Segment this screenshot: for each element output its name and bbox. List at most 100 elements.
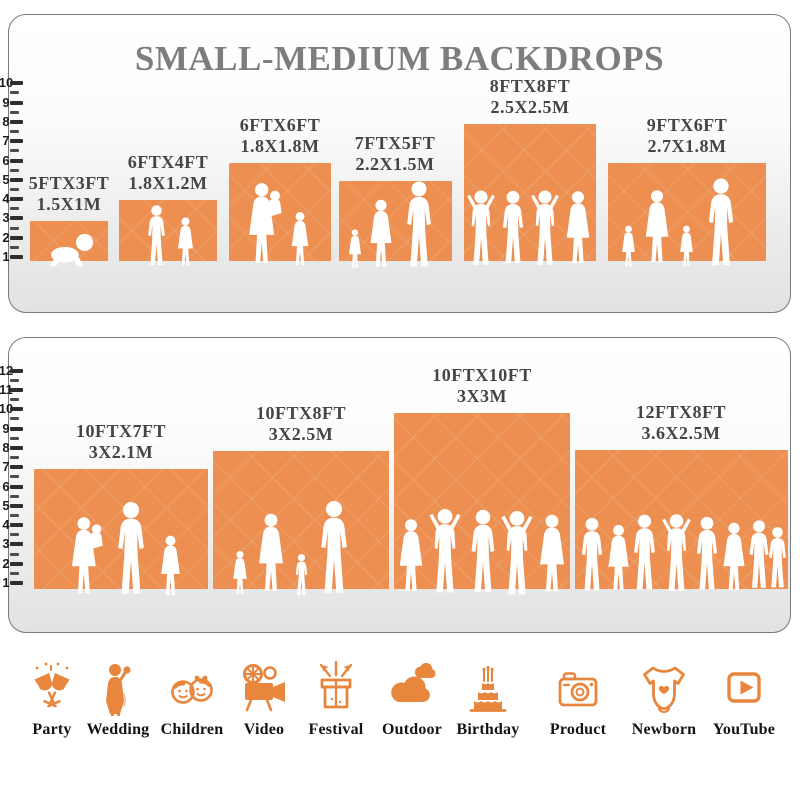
silhouette-man bbox=[634, 514, 655, 590]
category-label: Party bbox=[32, 721, 72, 738]
silhouette-woman bbox=[566, 191, 590, 264]
silhouette-man bbox=[749, 520, 769, 588]
silhouette-man-arms-up bbox=[467, 190, 495, 265]
ruler-major-tick bbox=[10, 81, 23, 86]
ruler-number: 10 bbox=[0, 401, 14, 417]
ruler-minor-tick bbox=[10, 436, 19, 440]
ruler-major-tick bbox=[10, 119, 23, 124]
ruler-major-tick bbox=[10, 235, 23, 240]
ruler-major-tick bbox=[10, 542, 23, 547]
ruler-number: 7 bbox=[2, 133, 10, 149]
ruler-number: 3 bbox=[2, 536, 10, 552]
ruler-number: 9 bbox=[2, 94, 10, 110]
category-label: Product bbox=[549, 721, 607, 738]
silhouette-man bbox=[696, 516, 718, 590]
size-ft: 10FTX8FT bbox=[255, 403, 346, 423]
silhouette-man-arms-up bbox=[429, 508, 461, 593]
ruler-minor-tick bbox=[10, 456, 19, 460]
size-ft: 12FTX8FT bbox=[635, 402, 726, 422]
silhouette-woman bbox=[540, 514, 564, 592]
ruler-number: 10 bbox=[0, 75, 14, 91]
ruler-major-tick bbox=[10, 523, 23, 528]
size-ft: 10FTX10FT bbox=[432, 365, 532, 385]
ruler-minor-tick bbox=[10, 110, 19, 114]
ruler-number: 2 bbox=[2, 555, 10, 571]
size-m: 2.2X1.5M bbox=[355, 154, 435, 174]
silhouette-group-family-four bbox=[233, 500, 347, 595]
video-camera-icon bbox=[243, 664, 285, 712]
ruler-number: 4 bbox=[2, 191, 10, 207]
ruler-number: 3 bbox=[2, 210, 10, 226]
panel-small-medium: SMALL-MEDIUM BACKDROPS 5FTX3FT 1.5X1M 6F… bbox=[0, 14, 791, 313]
ruler-number: 8 bbox=[2, 113, 10, 129]
ruler-minor-tick bbox=[10, 533, 19, 537]
category-label: Birthday bbox=[456, 721, 520, 738]
ruler-number: 1 bbox=[2, 575, 10, 590]
silhouette-mother-with-child bbox=[71, 517, 103, 594]
silhouette-woman bbox=[370, 199, 392, 267]
category-children: Children bbox=[154, 660, 230, 739]
ruler-minor-tick bbox=[10, 552, 19, 556]
silhouette-woman bbox=[645, 190, 669, 263]
gift-box-icon bbox=[319, 660, 353, 709]
silhouette-man bbox=[769, 527, 786, 588]
silhouette-man bbox=[321, 500, 347, 593]
ruler-number: 6 bbox=[2, 478, 10, 494]
ruler-major-tick bbox=[10, 445, 23, 450]
ruler-major-tick bbox=[10, 139, 23, 144]
silhouette-man-arms-up bbox=[501, 510, 533, 595]
size-ft: 10FTX7FT bbox=[75, 421, 166, 441]
size-m: 1.8X1.8M bbox=[240, 136, 320, 156]
category-newborn: Newborn bbox=[626, 660, 702, 739]
ruler-minor-tick bbox=[10, 398, 19, 402]
silhouette-group-crawling-baby bbox=[49, 233, 94, 267]
ruler-major-tick bbox=[10, 426, 23, 431]
category-label: Children bbox=[160, 721, 224, 738]
ruler-number: 8 bbox=[2, 439, 10, 455]
category-video: Video bbox=[226, 660, 302, 739]
silhouette-man bbox=[502, 190, 524, 264]
page-title: SMALL-MEDIUM BACKDROPS bbox=[134, 39, 665, 78]
ruler-number: 12 bbox=[0, 362, 14, 378]
ruler-major-tick bbox=[10, 388, 23, 392]
backdrop-bar-6x4ft bbox=[119, 200, 217, 261]
party-glasses-icon bbox=[34, 662, 70, 708]
cloud-icon bbox=[391, 663, 436, 702]
category-birthday: Birthday bbox=[450, 660, 526, 739]
bar-label: 5FTX3FT 1.5X1M bbox=[0, 173, 154, 215]
silhouette-woman bbox=[608, 524, 629, 590]
bar-label: 10FTX8FT 3X2.5M bbox=[216, 403, 386, 445]
category-label: Festival bbox=[308, 721, 364, 738]
silhouette-group-family-three bbox=[349, 181, 431, 268]
silhouette-girl bbox=[178, 217, 193, 266]
category-label: Newborn bbox=[631, 721, 697, 738]
ruler-number: 5 bbox=[2, 497, 10, 513]
ruler-minor-tick bbox=[10, 494, 19, 498]
size-m: 3X3M bbox=[457, 386, 507, 406]
silhouette-boy bbox=[295, 553, 308, 595]
baby-onesie-icon bbox=[643, 666, 685, 714]
silhouette-mother-with-child bbox=[249, 183, 282, 264]
category-label: YouTube bbox=[712, 721, 776, 738]
ruler-number: 9 bbox=[2, 420, 10, 436]
silhouette-baby bbox=[49, 233, 94, 267]
category-label: Wedding bbox=[86, 721, 150, 738]
ruler-minor-tick bbox=[10, 207, 19, 211]
ruler-major-tick bbox=[10, 561, 23, 566]
silhouette-group-five bbox=[399, 508, 564, 595]
ruler-minor-tick bbox=[10, 149, 19, 153]
ruler-major-tick bbox=[10, 407, 23, 412]
bar-label: 10FTX7FT 3X2.1M bbox=[36, 421, 206, 463]
ruler-minor-tick bbox=[10, 475, 19, 479]
ruler-major-tick bbox=[10, 197, 23, 202]
ruler-minor-tick bbox=[10, 571, 19, 575]
silhouette-child bbox=[680, 225, 693, 267]
silhouette-group-crowd bbox=[581, 514, 786, 591]
ruler-major-tick bbox=[10, 581, 23, 585]
size-m: 3.6X2.5M bbox=[641, 423, 721, 443]
backdrop-bar-5x3ft bbox=[30, 221, 108, 261]
silhouette-group-family-four bbox=[622, 178, 734, 267]
photo-camera-icon bbox=[558, 672, 598, 707]
panel-large: 10FTX7FT 3X2.1M 10FTX8FT 3X2.5M 10FTX10F… bbox=[0, 337, 791, 633]
size-m: 3X2.5M bbox=[268, 424, 334, 444]
